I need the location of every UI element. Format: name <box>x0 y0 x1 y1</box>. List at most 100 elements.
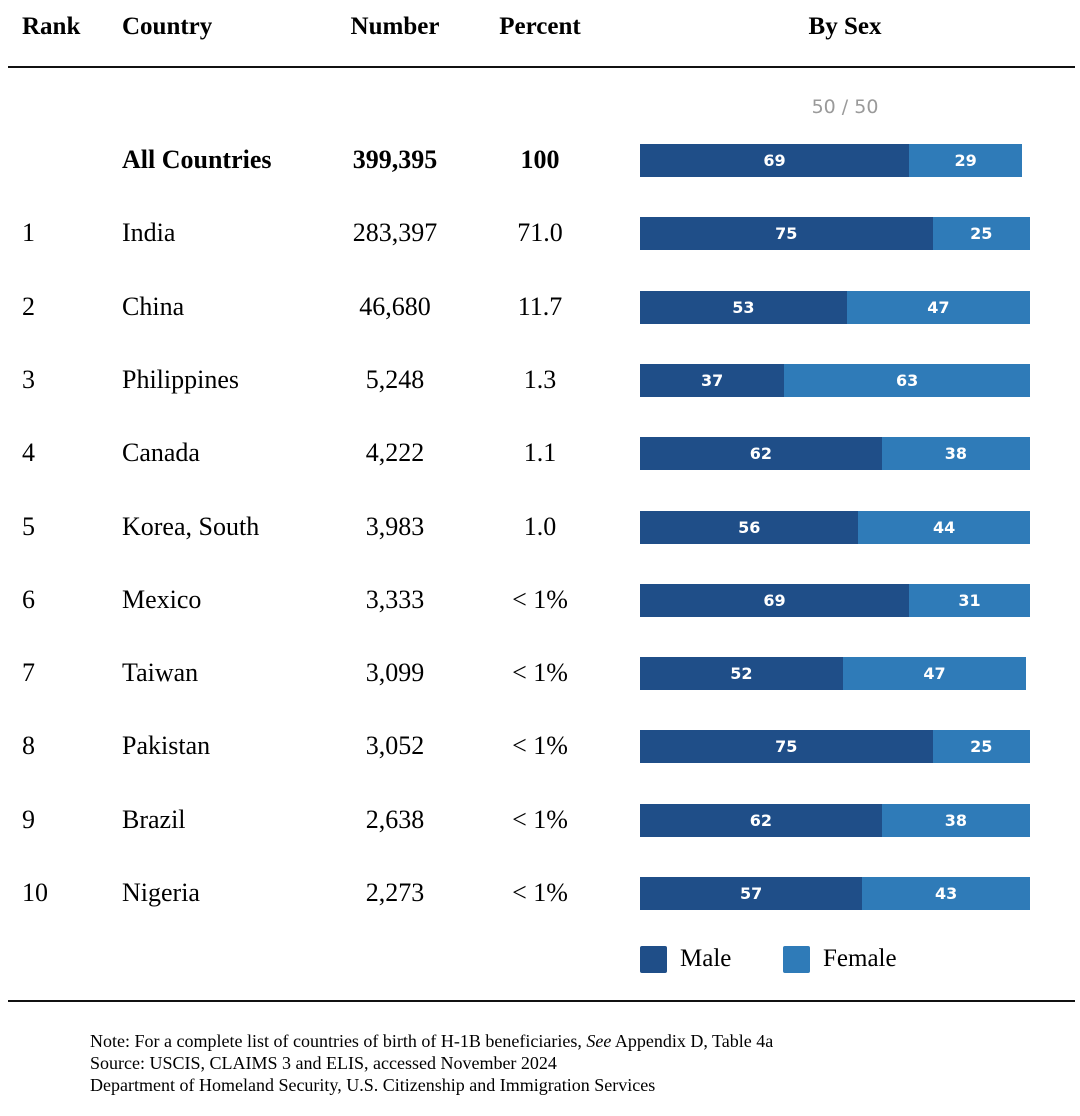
country-cell: Philippines <box>122 365 240 394</box>
notes: Note: For a complete list of countries o… <box>90 1030 773 1096</box>
sex-bar: 62 38 <box>640 804 1030 837</box>
rank-cell: 1 <box>22 218 35 247</box>
bar-segment-male: 75 <box>640 730 933 763</box>
number-cell: 3,052 <box>365 731 425 760</box>
number-cell: 5,248 <box>365 365 425 394</box>
bar-segment-female: 63 <box>784 364 1030 397</box>
sex-bar: 57 43 <box>640 877 1030 910</box>
table-row: 10 Nigeria 2,273 < 1% 57 43 <box>0 873 1080 913</box>
rank-cell: 4 <box>22 438 35 467</box>
bar-segment-female: 38 <box>881 804 1030 837</box>
header-number: Number <box>350 13 440 40</box>
sex-bar: 52 47 <box>640 657 1030 690</box>
rank-cell: 8 <box>22 731 35 760</box>
number-cell: 3,333 <box>365 585 425 614</box>
bar-segment-male: 53 <box>640 291 847 324</box>
sex-bar: 62 38 <box>640 437 1030 470</box>
number-cell: 2,273 <box>365 878 425 907</box>
header-rank: Rank <box>22 13 81 40</box>
bar-segment-male: 75 <box>640 217 933 250</box>
rank-cell: 5 <box>22 512 35 541</box>
number-cell: 399,395 <box>352 145 438 174</box>
percent-cell: 1.3 <box>523 365 557 394</box>
table-row: 8 Pakistan 3,052 < 1% 75 25 <box>0 726 1080 766</box>
rank-cell: 2 <box>22 292 35 321</box>
table-row: 5 Korea, South 3,983 1.0 56 44 <box>0 507 1080 547</box>
percent-cell: 1.1 <box>523 438 557 467</box>
percent-cell: < 1% <box>512 658 568 687</box>
country-cell: Pakistan <box>122 731 211 760</box>
sex-bar: 75 25 <box>640 730 1030 763</box>
number-cell: 4,222 <box>365 438 425 467</box>
bar-segment-female: 43 <box>862 877 1030 910</box>
country-cell: India <box>122 218 176 247</box>
bar-segment-male: 57 <box>640 877 863 910</box>
bar-segment-female: 44 <box>858 511 1030 544</box>
bar-segment-male: 52 <box>640 657 843 690</box>
table-row: 1 India 283,397 71.0 75 25 <box>0 213 1080 253</box>
percent-cell: 1.0 <box>523 512 557 541</box>
percent-cell: < 1% <box>512 585 568 614</box>
bar-segment-female: 47 <box>842 657 1027 690</box>
table-row: 9 Brazil 2,638 < 1% 62 38 <box>0 800 1080 840</box>
bar-segment-female: 31 <box>909 584 1030 617</box>
country-cell: Nigeria <box>122 878 200 907</box>
number-cell: 283,397 <box>352 218 438 247</box>
table-row: 2 China 46,680 11.7 53 47 <box>0 287 1080 327</box>
bar-segment-male: 62 <box>640 437 882 470</box>
header-country: Country <box>122 13 213 40</box>
legend-male-label: Male <box>680 945 732 972</box>
country-cell: China <box>122 292 185 321</box>
header-percent: Percent <box>499 13 581 40</box>
legend-male-swatch <box>640 946 667 973</box>
country-cell: Korea, South <box>122 512 260 541</box>
sex-bar: 56 44 <box>640 511 1030 544</box>
table-row: 4 Canada 4,222 1.1 62 38 <box>0 433 1080 473</box>
percent-cell: < 1% <box>512 878 568 907</box>
table-row: 3 Philippines 5,248 1.3 37 63 <box>0 360 1080 400</box>
note-line: Note: For a complete list of countries o… <box>90 1030 773 1052</box>
table-row: 6 Mexico 3,333 < 1% 69 31 <box>0 580 1080 620</box>
note-see: See <box>586 1031 612 1051</box>
country-cell: Brazil <box>122 805 186 834</box>
legend-female-label: Female <box>823 945 897 972</box>
sex-bar: 69 29 <box>640 144 1030 177</box>
country-cell: Mexico <box>122 585 202 614</box>
note-suffix: Appendix D, Table 4a <box>614 1031 774 1051</box>
percent-cell: 71.0 <box>517 218 563 247</box>
source-line: Source: USCIS, CLAIMS 3 and ELIS, access… <box>90 1053 557 1073</box>
agency-line: Department of Homeland Security, U.S. Ci… <box>90 1075 656 1095</box>
header-by-sex: By Sex <box>808 13 882 40</box>
rank-cell: 3 <box>22 365 35 394</box>
footer-rule <box>8 1000 1075 1002</box>
number-cell: 3,983 <box>365 512 425 541</box>
sex-bar: 75 25 <box>640 217 1030 250</box>
bar-segment-female: 25 <box>932 730 1030 763</box>
number-cell: 2,638 <box>365 805 425 834</box>
rank-cell: 9 <box>22 805 35 834</box>
header-rule <box>8 66 1075 68</box>
bar-segment-female: 25 <box>932 217 1030 250</box>
rank-cell: 10 <box>22 878 48 907</box>
number-cell: 46,680 <box>359 292 431 321</box>
country-cell: Canada <box>122 438 200 467</box>
bar-segment-male: 56 <box>640 511 859 544</box>
legend-female-swatch <box>783 946 810 973</box>
table-row-total: All Countries 399,395 100 69 29 <box>0 140 1080 180</box>
bar-segment-male: 69 <box>640 584 910 617</box>
bar-segment-male: 69 <box>640 144 910 177</box>
sex-bar: 37 63 <box>640 364 1030 397</box>
rank-cell: 7 <box>22 658 35 687</box>
percent-cell: < 1% <box>512 805 568 834</box>
percent-cell: 100 <box>520 145 560 174</box>
rank-cell: 6 <box>22 585 35 614</box>
sex-bar: 69 31 <box>640 584 1030 617</box>
bar-segment-female: 47 <box>846 291 1030 324</box>
sex-bar: 53 47 <box>640 291 1030 324</box>
note-prefix: Note: For a complete list of countries o… <box>90 1031 582 1051</box>
number-cell: 3,099 <box>365 658 425 687</box>
bar-segment-male: 62 <box>640 804 882 837</box>
percent-cell: 11.7 <box>517 292 563 321</box>
bar-segment-female: 38 <box>881 437 1030 470</box>
bar-segment-female: 29 <box>909 144 1023 177</box>
